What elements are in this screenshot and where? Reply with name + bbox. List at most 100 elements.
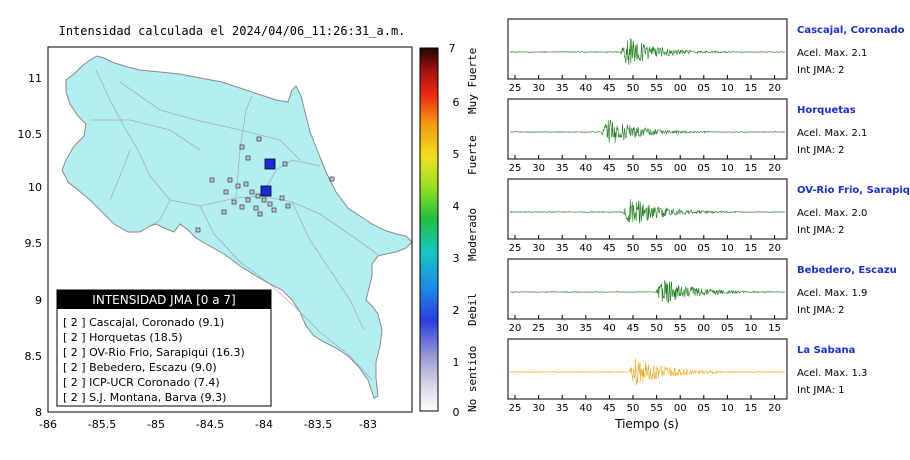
waveform-trace bbox=[509, 280, 785, 304]
waveform-accel-max: Acel. Max. 1.9 bbox=[797, 288, 867, 299]
waveform-tick-label: 40 bbox=[579, 163, 592, 174]
waveform-accel-max: Acel. Max. 2.1 bbox=[797, 128, 867, 139]
waveform-tick-label: 10 bbox=[721, 403, 734, 414]
waveform-tick-label: 40 bbox=[579, 403, 592, 414]
waveform-frame bbox=[507, 178, 788, 240]
waveform-tick-label: 50 bbox=[627, 243, 640, 254]
map-frame bbox=[47, 46, 413, 413]
waveform-tick-label: 45 bbox=[603, 403, 616, 414]
x-tick: -84.5 bbox=[196, 418, 224, 431]
map-y-ticks: 11 10.5 10 9.5 9 8.5 8 bbox=[18, 72, 43, 419]
waveform-tick-label: 10 bbox=[745, 323, 758, 334]
waveform-station-name: Bebedero, Escazu bbox=[797, 265, 897, 276]
colorbar-category: Muy Fuerte bbox=[466, 48, 479, 114]
waveform-tick-label: 05 bbox=[697, 403, 710, 414]
x-tick: -83 bbox=[359, 418, 377, 431]
x-tick: -84 bbox=[255, 418, 273, 431]
waveform-tick-label: 45 bbox=[627, 323, 640, 334]
waveform-tick-label: 45 bbox=[603, 243, 616, 254]
waveform-tick-label: 00 bbox=[674, 163, 687, 174]
colorbar-category: Fuerte bbox=[466, 135, 479, 175]
waveform-tick-label: 05 bbox=[697, 83, 710, 94]
legend-station: [ 2 ] Horquetas (18.5) bbox=[63, 331, 182, 344]
waveform-tick-label: 35 bbox=[556, 403, 569, 414]
waveform-tick-label: 05 bbox=[721, 323, 734, 334]
waveform-station-name: Cascajal, Coronado bbox=[797, 25, 905, 36]
waveform-tick-label: 05 bbox=[697, 243, 710, 254]
waveform-tick-label: 40 bbox=[579, 243, 592, 254]
x-tick: -85.5 bbox=[88, 418, 116, 431]
waveform-frame bbox=[507, 258, 788, 320]
waveform-tick-label: 55 bbox=[650, 83, 663, 94]
waveform-xlabel: Tiempo (s) bbox=[614, 417, 679, 431]
x-tick: -83.5 bbox=[304, 418, 332, 431]
waveform-trace bbox=[509, 38, 786, 66]
colorbar-tick: 1 bbox=[453, 356, 460, 369]
waveform-tick-label: 55 bbox=[650, 243, 663, 254]
colorbar-tick: 4 bbox=[453, 200, 460, 213]
legend-station: [ 2 ] Cascajal, Coronado (9.1) bbox=[63, 316, 224, 329]
waveform-tick-label: 25 bbox=[532, 323, 545, 334]
legend-station: [ 2 ] S.J. Montana, Barva (9.3) bbox=[63, 391, 226, 404]
map-title: Intensidad calculada el 2024/04/06_11:26… bbox=[59, 24, 406, 38]
waveform-tick-label: 45 bbox=[603, 83, 616, 94]
waveform-tick-label: 50 bbox=[627, 403, 640, 414]
waveform-accel-max: Acel. Max. 1.3 bbox=[797, 368, 867, 379]
waveform-tick-label: 05 bbox=[697, 163, 710, 174]
colorbar-tick: 2 bbox=[453, 304, 460, 317]
waveform-tick-label: 55 bbox=[650, 163, 663, 174]
waveform-tick-label: 20 bbox=[768, 243, 781, 254]
colorbar-tick: 3 bbox=[453, 252, 460, 265]
waveform-tick-label: 15 bbox=[745, 163, 758, 174]
waveform-tick-label: 30 bbox=[532, 163, 545, 174]
y-tick: 10 bbox=[28, 181, 42, 194]
waveform-tick-label: 35 bbox=[556, 163, 569, 174]
y-tick: 11 bbox=[28, 72, 42, 85]
waveform-tick-label: 35 bbox=[556, 243, 569, 254]
waveform-tick-label: 30 bbox=[556, 323, 569, 334]
colorbar-category: Moderado bbox=[466, 208, 479, 261]
waveform-tick-label: 15 bbox=[745, 243, 758, 254]
y-tick: 8.5 bbox=[25, 350, 43, 363]
station-markers bbox=[195, 136, 335, 233]
waveform-tick-label: 15 bbox=[768, 323, 781, 334]
waveform-tick-label: 20 bbox=[768, 163, 781, 174]
colorbar-tick: 5 bbox=[453, 148, 460, 161]
colorbar-category: Debil bbox=[466, 293, 479, 326]
waveform-trace bbox=[509, 357, 786, 386]
waveform-tick-label: 30 bbox=[532, 403, 545, 414]
waveform-frame bbox=[507, 338, 788, 400]
intensity-colorbar: 7 6 5 4 3 2 1 0 No sentido Debil Moderad… bbox=[419, 42, 479, 419]
waveform-tick-label: 30 bbox=[532, 83, 545, 94]
colorbar-tick: 7 bbox=[449, 42, 456, 55]
waveform-tick-label: 00 bbox=[674, 83, 687, 94]
waveform-tick-label: 00 bbox=[674, 403, 687, 414]
waveform-int-jma: Int JMA: 2 bbox=[797, 145, 845, 156]
waveform-tick-label: 10 bbox=[721, 243, 734, 254]
waveform-station-name: Horquetas bbox=[797, 105, 856, 116]
waveform-tick-label: 35 bbox=[579, 323, 592, 334]
waveform-tick-label: 45 bbox=[603, 163, 616, 174]
waveform-tick-label: 00 bbox=[697, 323, 710, 334]
waveform-tick-label: 55 bbox=[650, 403, 663, 414]
waveform-trace bbox=[509, 199, 786, 224]
costa-rica-landmass bbox=[61, 55, 412, 399]
legend-station: [ 2 ] ICP-UCR Coronado (7.4) bbox=[63, 376, 220, 389]
waveform-tick-label: 50 bbox=[650, 323, 663, 334]
waveform-tick-label: 10 bbox=[721, 163, 734, 174]
x-tick: -85 bbox=[147, 418, 165, 431]
waveform-tick-label: 25 bbox=[509, 83, 522, 94]
waveform-tick-label: 50 bbox=[627, 163, 640, 174]
waveform-int-jma: Int JMA: 2 bbox=[797, 305, 845, 316]
waveform-panels: 25 30 35 40 45 50 55 00 05 10 15 20 Cascajal, Corona… bbox=[507, 18, 910, 414]
waveform-accel-max: Acel. Max. 2.0 bbox=[797, 208, 867, 219]
waveform-int-jma: Int JMA: 2 bbox=[797, 65, 845, 76]
waveform-int-jma: Int JMA: 2 bbox=[797, 225, 845, 236]
waveform-tick-label: 55 bbox=[674, 323, 687, 334]
y-tick: 8 bbox=[35, 406, 42, 419]
waveform-tick-label: 25 bbox=[509, 163, 522, 174]
x-tick: -86 bbox=[39, 418, 57, 431]
legend-title: INTENSIDAD JMA [0 a 7] bbox=[92, 293, 235, 307]
waveform-tick-label: 25 bbox=[509, 243, 522, 254]
y-tick: 10.5 bbox=[18, 128, 43, 141]
